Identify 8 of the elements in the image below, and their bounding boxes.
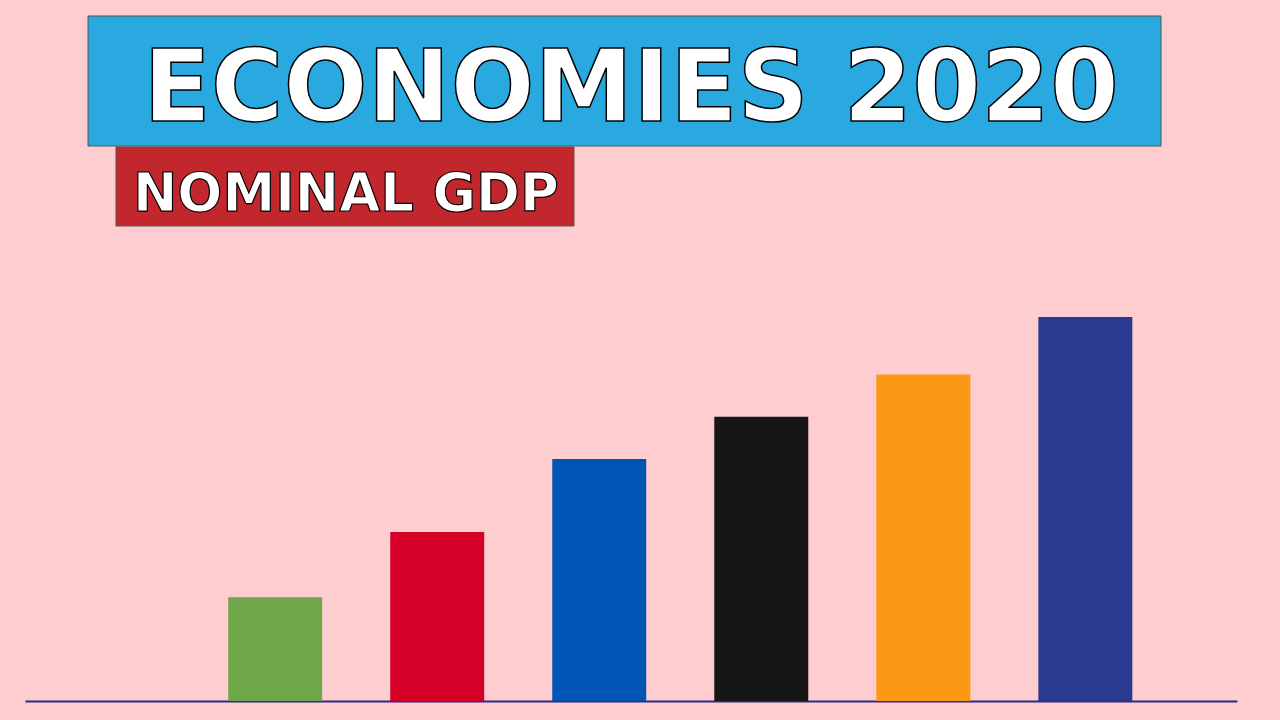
bar: [1038, 317, 1133, 701]
bar: [552, 459, 647, 701]
bar: [228, 597, 323, 701]
bar: [714, 416, 809, 701]
chart-title: ECONOMIES 2020: [143, 29, 1119, 144]
bar: [876, 374, 971, 701]
chart-subtitle: NOMINAL GDP: [133, 162, 559, 223]
bar: [390, 532, 485, 701]
